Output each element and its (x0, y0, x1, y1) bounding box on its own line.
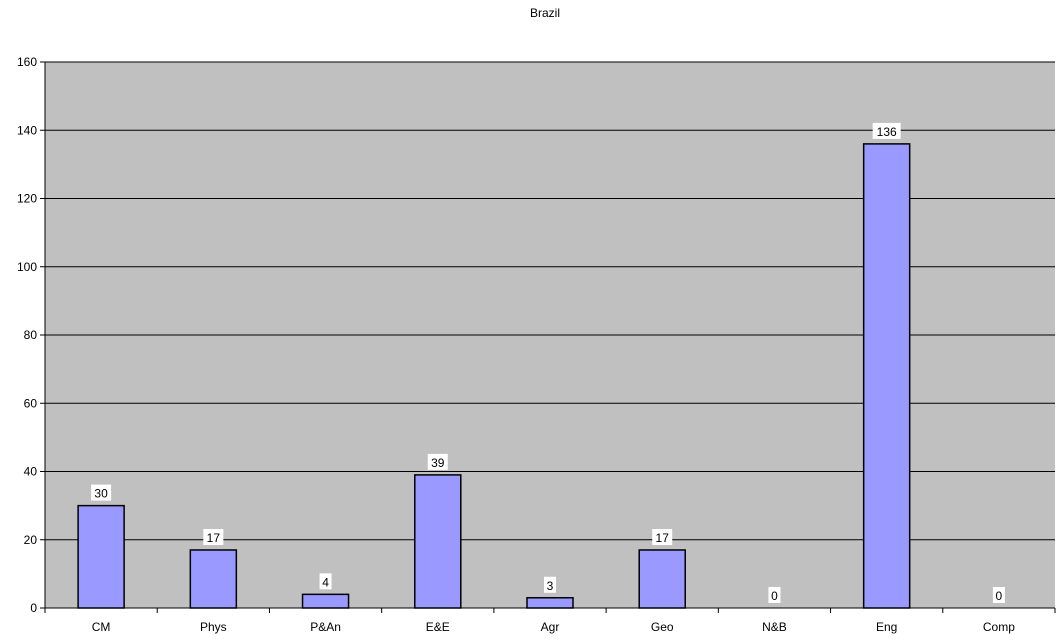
data-label: 17 (656, 531, 670, 545)
data-label: 3 (547, 579, 554, 593)
x-tick-label: E&E (426, 620, 450, 634)
data-label: 0 (996, 589, 1003, 603)
y-tick-label: 40 (24, 465, 38, 479)
data-label-background (544, 576, 556, 593)
x-tick-label: Agr (541, 620, 560, 634)
bars (77, 143, 911, 609)
data-labels: 30 17 4 39 3 17 0 136 0 (91, 122, 1005, 603)
x-tick-label: Comp (983, 620, 1015, 634)
data-label-background (872, 122, 901, 139)
bar-eng (862, 143, 911, 609)
x-tick-label: Eng (876, 620, 897, 634)
data-label-background (992, 587, 1005, 603)
x-tick-label: P&An (310, 620, 341, 634)
y-tick-label: 80 (24, 328, 38, 342)
data-label: 17 (207, 531, 221, 545)
data-label: 30 (94, 487, 108, 501)
data-label: 0 (771, 589, 778, 603)
data-label-background (319, 573, 332, 590)
chart-title: Brazil (530, 6, 560, 20)
data-label: 39 (431, 456, 445, 470)
bar-agr (526, 597, 574, 609)
data-label: 4 (322, 575, 329, 589)
x-tick-label: N&B (762, 620, 787, 634)
y-tick-label: 120 (17, 192, 37, 206)
bar-phys (189, 549, 238, 609)
data-label: 136 (877, 125, 897, 139)
y-tick-label: 20 (24, 533, 38, 547)
y-tick-label: 60 (24, 396, 38, 410)
y-tick-label: 160 (17, 55, 37, 69)
y-tick-label: 140 (17, 123, 37, 137)
bar-e-e (414, 474, 462, 609)
x-tick-label: CM (92, 620, 111, 634)
data-label-background (427, 453, 448, 470)
data-label-background (652, 528, 673, 545)
bar-p-an (301, 593, 350, 609)
y-tick-label: 0 (30, 601, 37, 615)
y-tick-label: 100 (17, 260, 37, 274)
bar-geo (638, 549, 686, 609)
data-label-background (91, 484, 112, 501)
bar-cm (77, 504, 125, 609)
data-label-background (203, 528, 224, 545)
x-tick-label: Geo (651, 620, 674, 634)
x-tick-label: Phys (200, 620, 227, 634)
data-label-background (768, 587, 781, 603)
